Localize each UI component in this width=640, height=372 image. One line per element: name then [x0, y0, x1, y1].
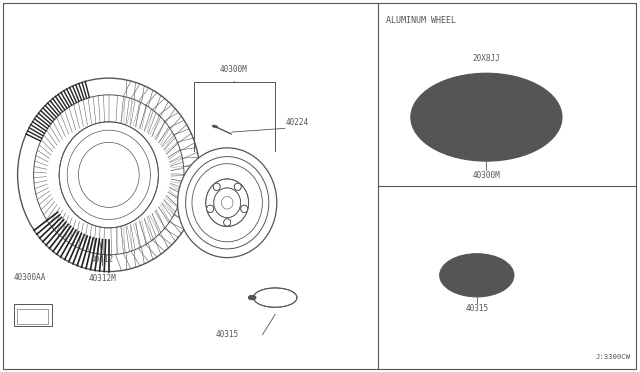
- Circle shape: [411, 73, 562, 161]
- Ellipse shape: [18, 78, 200, 272]
- Text: 40300M: 40300M: [220, 65, 248, 74]
- Text: 40224: 40224: [286, 118, 309, 126]
- Ellipse shape: [212, 125, 218, 128]
- Circle shape: [495, 125, 502, 129]
- Circle shape: [502, 112, 509, 115]
- Circle shape: [461, 102, 512, 132]
- Circle shape: [248, 295, 256, 300]
- Circle shape: [483, 103, 490, 107]
- Circle shape: [463, 112, 470, 115]
- Ellipse shape: [207, 205, 214, 212]
- Circle shape: [442, 267, 449, 271]
- Text: 40315: 40315: [465, 304, 488, 313]
- Circle shape: [504, 267, 511, 271]
- Circle shape: [488, 271, 495, 274]
- Circle shape: [493, 258, 499, 262]
- Circle shape: [483, 281, 489, 285]
- Text: 40300M: 40300M: [472, 171, 500, 180]
- Circle shape: [465, 281, 471, 285]
- Circle shape: [471, 125, 478, 129]
- Ellipse shape: [60, 122, 159, 228]
- Circle shape: [459, 271, 465, 274]
- Circle shape: [493, 289, 499, 293]
- Circle shape: [454, 258, 461, 262]
- Circle shape: [456, 263, 497, 287]
- Circle shape: [471, 108, 502, 126]
- Ellipse shape: [178, 148, 277, 257]
- Circle shape: [474, 254, 480, 258]
- Text: 40300AA: 40300AA: [14, 273, 47, 282]
- Ellipse shape: [213, 183, 220, 190]
- Ellipse shape: [241, 205, 248, 212]
- Text: 20X8JJ: 20X8JJ: [472, 54, 500, 63]
- Circle shape: [440, 254, 514, 297]
- Ellipse shape: [206, 179, 248, 227]
- Ellipse shape: [224, 219, 231, 226]
- Ellipse shape: [234, 183, 241, 190]
- Text: 40315: 40315: [216, 330, 239, 339]
- Ellipse shape: [214, 188, 241, 218]
- Bar: [17, 309, 48, 324]
- Text: 40312M: 40312M: [88, 274, 116, 283]
- Circle shape: [454, 289, 461, 293]
- Text: J:3300CW: J:3300CW: [596, 354, 631, 360]
- Text: 40312: 40312: [91, 255, 114, 264]
- Text: ALUMINUM WHEEL: ALUMINUM WHEEL: [386, 16, 456, 25]
- Circle shape: [442, 279, 449, 283]
- Circle shape: [504, 279, 511, 283]
- Ellipse shape: [253, 288, 297, 307]
- Circle shape: [474, 292, 480, 296]
- Circle shape: [474, 264, 480, 268]
- Bar: [14, 304, 52, 326]
